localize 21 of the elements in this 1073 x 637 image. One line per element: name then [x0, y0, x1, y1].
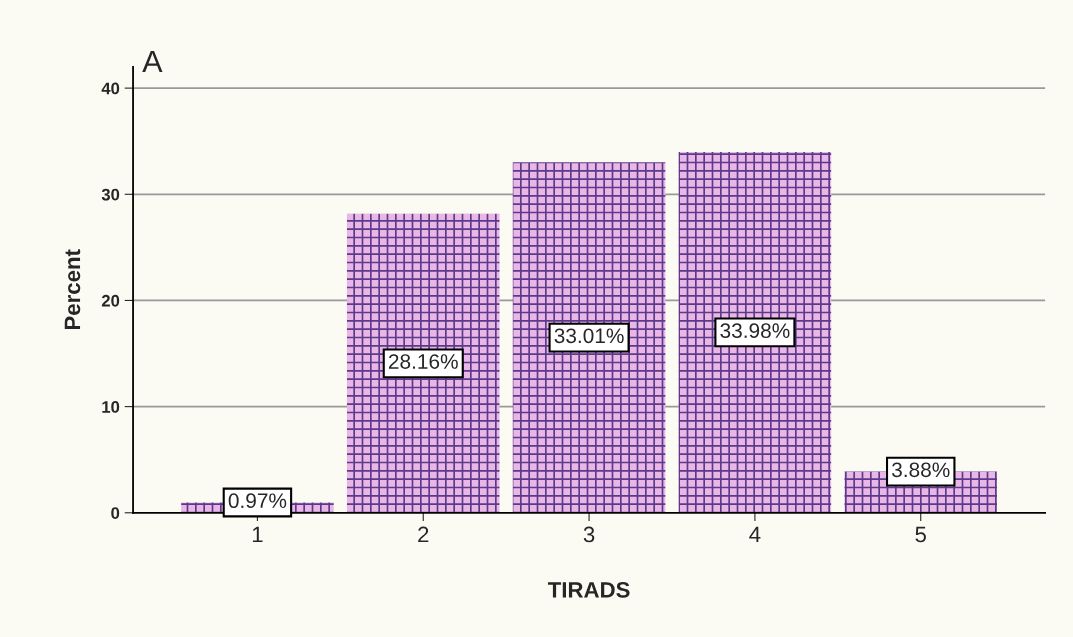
y-tick-label: 20: [101, 294, 120, 307]
x-tick-label: 5: [915, 526, 926, 543]
data-label: 33.01%: [554, 328, 624, 344]
data-label: 0.97%: [228, 493, 287, 509]
y-tick-label: 0: [111, 507, 120, 519]
chart-title: A: [142, 50, 163, 72]
y-tick-label: 10: [102, 401, 120, 413]
bar: [346, 213, 500, 513]
x-tick-label: 2: [418, 526, 429, 543]
x-tick-label: 4: [749, 526, 761, 543]
x-axis-title: TIRADS: [547, 582, 630, 598]
x-tick-label: 3: [583, 526, 595, 543]
y-tick-label: 40: [101, 82, 120, 95]
data-label: 28.16%: [388, 354, 458, 369]
x-tick-label: 1: [252, 526, 263, 543]
bar: [512, 162, 666, 513]
bar: [678, 152, 832, 513]
y-tick-label: 30: [101, 188, 120, 201]
data-label: 3.88%: [891, 462, 950, 478]
y-axis-title: Percent: [64, 249, 81, 330]
data-label: 33.98%: [720, 323, 790, 338]
